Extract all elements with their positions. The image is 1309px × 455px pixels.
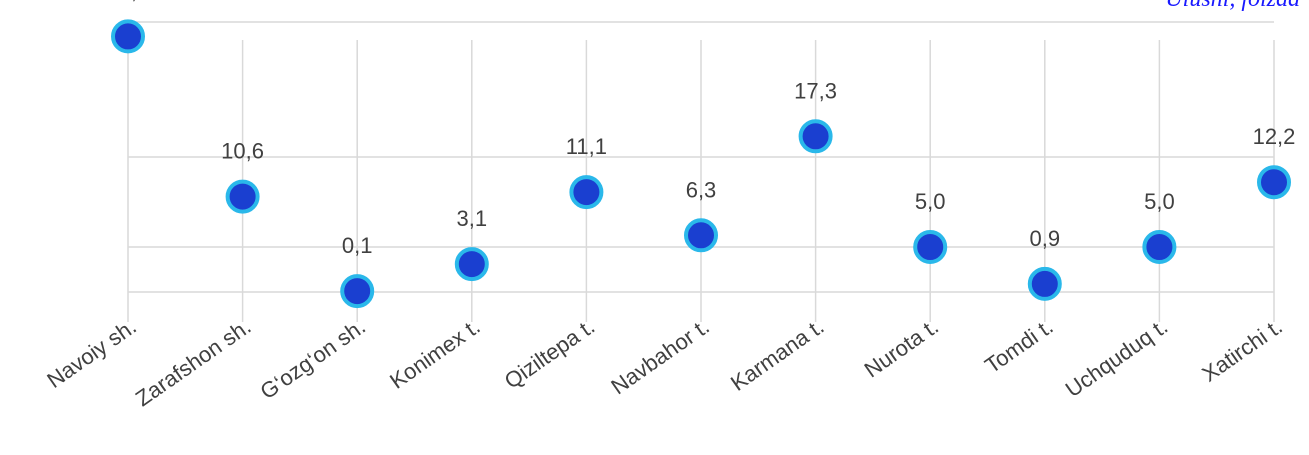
marker xyxy=(454,247,489,282)
x-tick-label: Navbahor t. xyxy=(606,314,714,400)
marker xyxy=(1027,266,1062,301)
marker xyxy=(340,274,375,309)
x-tick-label: Konimex t. xyxy=(385,314,484,394)
data-label: 11,1 xyxy=(566,134,607,159)
x-tick-label: Xatirchi t. xyxy=(1197,314,1286,387)
data-label: 12,2 xyxy=(1253,124,1296,149)
x-tick-label: Karmana t. xyxy=(726,314,828,396)
data-label: 6,3 xyxy=(686,177,717,202)
chart-subtitle: Ulushi, foizda xyxy=(1165,0,1300,12)
marker xyxy=(798,119,833,154)
data-label: 5,0 xyxy=(915,189,946,214)
x-tick-label: Uchquduq t. xyxy=(1061,314,1173,403)
marker xyxy=(1257,165,1291,200)
x-tick-label: G‘ozg‘on sh. xyxy=(256,314,371,405)
x-tick-label: Navoiy sh. xyxy=(42,314,140,393)
marker xyxy=(225,179,260,214)
x-tick-label: Qiziltepa t. xyxy=(500,314,599,394)
data-label: 3,1 xyxy=(457,206,488,231)
x-tick-label: Nurota t. xyxy=(860,314,943,383)
data-label: 5,0 xyxy=(1144,189,1175,214)
data-label: 28,4 xyxy=(107,0,150,3)
marker xyxy=(569,175,604,210)
data-label: 17,3 xyxy=(794,78,837,103)
x-tick-label: Tomdi t. xyxy=(980,314,1057,379)
data-label: 0,1 xyxy=(342,233,373,258)
marker xyxy=(913,230,948,264)
data-label: 10,6 xyxy=(221,139,264,164)
marker xyxy=(1142,230,1177,264)
marker xyxy=(111,19,145,54)
data-label: 0,9 xyxy=(1030,226,1061,251)
x-tick-label: Zarafshon sh. xyxy=(131,314,256,412)
marker xyxy=(684,218,718,253)
